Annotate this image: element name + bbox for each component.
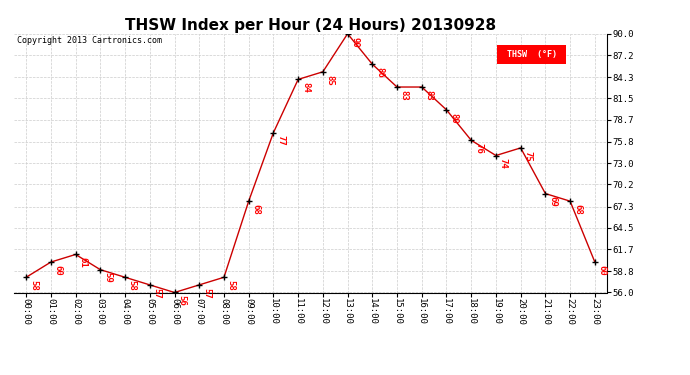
Text: 58: 58 [128,280,137,291]
Text: 83: 83 [400,90,408,101]
Text: 61: 61 [79,257,88,268]
Text: 76: 76 [474,143,483,154]
Text: 59: 59 [103,273,112,283]
Text: 58: 58 [227,280,236,291]
Text: 69: 69 [548,196,557,207]
Text: 68: 68 [251,204,260,215]
Text: 77: 77 [276,135,285,146]
Text: 86: 86 [375,67,384,78]
Text: 75: 75 [524,151,533,161]
Text: 56: 56 [177,295,186,306]
Text: 58: 58 [29,280,38,291]
Text: 60: 60 [54,265,63,276]
Text: 83: 83 [424,90,433,101]
Text: 68: 68 [573,204,582,215]
Title: THSW Index per Hour (24 Hours) 20130928: THSW Index per Hour (24 Hours) 20130928 [125,18,496,33]
Text: Copyright 2013 Cartronics.com: Copyright 2013 Cartronics.com [17,36,161,45]
Text: 57: 57 [152,288,161,298]
Text: 57: 57 [202,288,211,298]
Text: 60: 60 [598,265,607,276]
Text: 74: 74 [499,158,508,169]
Text: 90: 90 [351,36,359,47]
Text: 84: 84 [301,82,310,93]
Text: 80: 80 [449,112,458,123]
Text: 85: 85 [326,75,335,86]
